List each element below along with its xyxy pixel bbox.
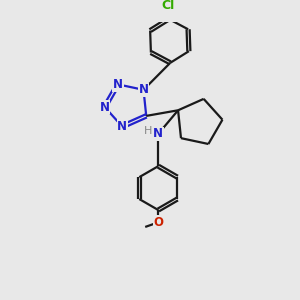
Text: Cl: Cl — [162, 0, 175, 12]
Text: O: O — [153, 216, 163, 229]
Text: N: N — [100, 100, 110, 114]
Text: N: N — [117, 120, 127, 133]
Text: N: N — [153, 128, 163, 140]
Text: N: N — [139, 83, 148, 96]
Text: H: H — [144, 126, 152, 136]
Text: N: N — [113, 78, 123, 91]
